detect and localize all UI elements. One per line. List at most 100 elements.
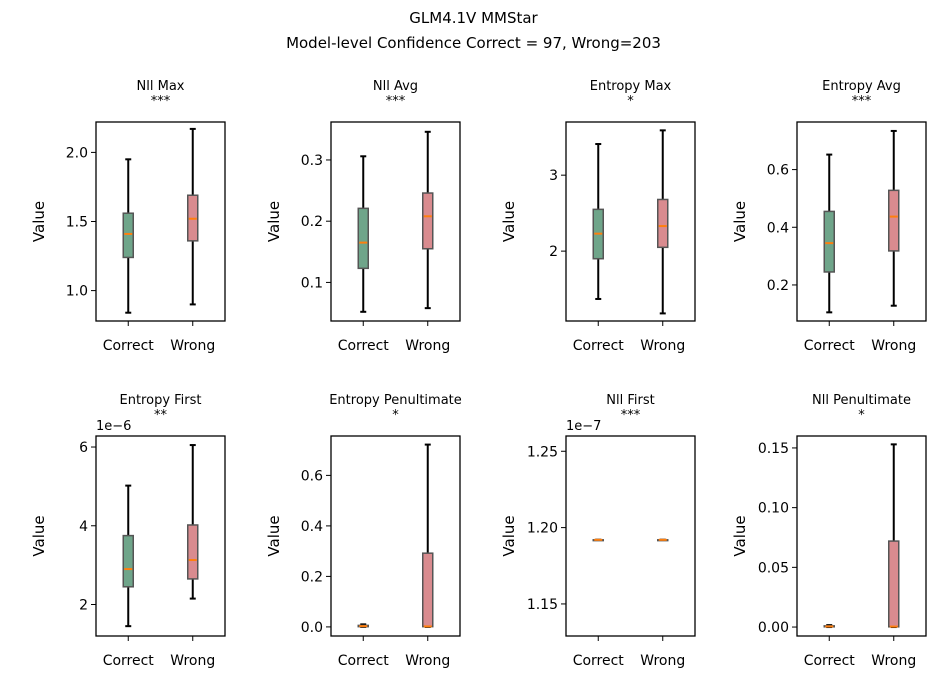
- x-tick-label: Correct: [804, 653, 856, 669]
- axes-frame: [95, 121, 226, 322]
- significance-label: ***: [151, 94, 171, 109]
- x-tick-label: Wrong: [405, 338, 450, 354]
- box-correct: [122, 158, 134, 314]
- iqr-box: [823, 210, 835, 273]
- subplot-title: Entropy Penultimate: [329, 393, 462, 408]
- box-wrong: [657, 538, 669, 542]
- y-axis-label: Value: [731, 201, 749, 242]
- y-tick-label: 1.5: [66, 215, 88, 231]
- y-tick-label: 0.3: [301, 153, 323, 169]
- significance-label: **: [154, 408, 168, 423]
- y-tick-label: 0.05: [758, 560, 789, 576]
- x-tick-label: Correct: [103, 653, 155, 669]
- figure-title-line2: Model-level Confidence Correct = 97, Wro…: [286, 34, 661, 52]
- y-tick-label: 0.2: [301, 569, 323, 585]
- x-tick-label: Wrong: [170, 653, 215, 669]
- x-tick-label: Wrong: [170, 338, 215, 354]
- x-tick-label: Wrong: [871, 338, 916, 354]
- x-tick-label: Correct: [573, 338, 625, 354]
- y-tick-label: 0.2: [301, 214, 323, 230]
- y-axis-label: Value: [500, 515, 518, 556]
- figure-title-line1: GLM4.1V MMStar: [409, 9, 538, 27]
- y-axis-label: Value: [30, 201, 48, 242]
- x-tick-label: Correct: [804, 338, 856, 354]
- subplot-4: Entropy Avg*** 0.2 0.4 0.6 Correct Wrong Value: [731, 79, 927, 354]
- box-wrong: [888, 129, 900, 307]
- subplot-title: Nll Penultimate: [812, 393, 911, 408]
- subplot-8: Nll Penultimate* 0.00 0.05 0.10 0.15 Correct W…: [731, 393, 927, 669]
- x-tick-label: Correct: [573, 653, 625, 669]
- significance-label: *: [858, 408, 865, 423]
- subplot-title: Entropy Avg: [822, 79, 901, 94]
- significance-label: ***: [386, 94, 406, 109]
- y-tick-label: 2: [549, 244, 558, 260]
- significance-label: ***: [852, 94, 872, 109]
- iqr-box: [122, 212, 134, 259]
- subplot-7: Nll First*** 1.15 1.20 1.25 Correct Wrong Valu…: [500, 393, 696, 669]
- y-tick-label: 0.00: [758, 620, 789, 636]
- significance-label: *: [392, 408, 399, 423]
- y-tick-label: 1.25: [527, 444, 558, 460]
- subplot-6: Entropy Penultimate* 0.0 0.2 0.4 0.6 Correct W…: [265, 393, 462, 669]
- y-tick-label: 0.1: [301, 275, 323, 291]
- y-tick-label: 0.4: [767, 220, 789, 236]
- y-tick-label: 0.6: [301, 468, 323, 484]
- iqr-box: [357, 207, 369, 270]
- subplot-3: Entropy Max* 2 3 Correct Wrong Value: [500, 79, 696, 354]
- iqr-box: [888, 540, 900, 628]
- iqr-box: [888, 189, 900, 252]
- x-tick-label: Correct: [338, 338, 390, 354]
- x-tick-label: Correct: [338, 653, 390, 669]
- y-tick-label: 6: [79, 440, 88, 456]
- y-tick-label: 0.2: [767, 278, 789, 294]
- box-correct: [823, 153, 835, 314]
- axes-frame: [565, 435, 696, 637]
- y-tick-label: 0.4: [301, 519, 323, 535]
- box-wrong: [657, 129, 669, 315]
- y-axis-label: Value: [265, 515, 283, 556]
- x-tick-label: Wrong: [640, 653, 685, 669]
- y-tick-label: 0.6: [767, 163, 789, 179]
- y-tick-label: 2: [79, 598, 88, 614]
- x-tick-label: Wrong: [871, 653, 916, 669]
- y-axis-label: Value: [731, 515, 749, 556]
- iqr-box: [122, 534, 134, 588]
- subplot-title: Nll Max: [137, 79, 185, 94]
- axis-offset-label: 1e−6: [96, 419, 131, 434]
- y-tick-label: 1.20: [527, 521, 558, 537]
- subplot-title: Nll First: [606, 393, 654, 408]
- box-correct: [592, 143, 604, 300]
- box-correct: [823, 624, 835, 629]
- y-axis-label: Value: [30, 515, 48, 556]
- subplot-2: Nll Avg*** 0.1 0.2 0.3 Correct Wrong Value: [265, 79, 461, 354]
- box-correct: [122, 484, 134, 628]
- y-axis-label: Value: [265, 201, 283, 242]
- axes-frame: [796, 121, 927, 322]
- x-tick-label: Correct: [103, 338, 155, 354]
- axes-frame: [330, 121, 461, 322]
- box-wrong: [422, 443, 434, 628]
- iqr-box: [422, 552, 434, 628]
- significance-label: *: [627, 94, 634, 109]
- subplot-title: Entropy First: [120, 393, 202, 408]
- axes-frame: [330, 435, 461, 637]
- y-tick-label: 1.15: [527, 597, 558, 613]
- axes-frame: [565, 121, 696, 322]
- box-correct: [357, 623, 369, 628]
- iqr-box: [187, 524, 199, 580]
- y-tick-label: 1.0: [66, 284, 88, 300]
- iqr-box: [657, 198, 669, 249]
- significance-label: ***: [621, 408, 641, 423]
- y-tick-label: 0.15: [758, 441, 789, 457]
- box-wrong: [422, 130, 434, 310]
- subplot-1: Nll Max*** 1.0 1.5 2.0 Correct Wrong Value: [30, 79, 226, 354]
- iqr-box: [422, 192, 434, 250]
- box-wrong: [888, 443, 900, 629]
- subplot-title: Nll Avg: [373, 79, 418, 94]
- axes-frame: [796, 435, 927, 637]
- y-tick-label: 4: [79, 519, 88, 535]
- box-wrong: [187, 127, 199, 306]
- x-tick-label: Wrong: [405, 653, 450, 669]
- box-correct: [592, 538, 604, 542]
